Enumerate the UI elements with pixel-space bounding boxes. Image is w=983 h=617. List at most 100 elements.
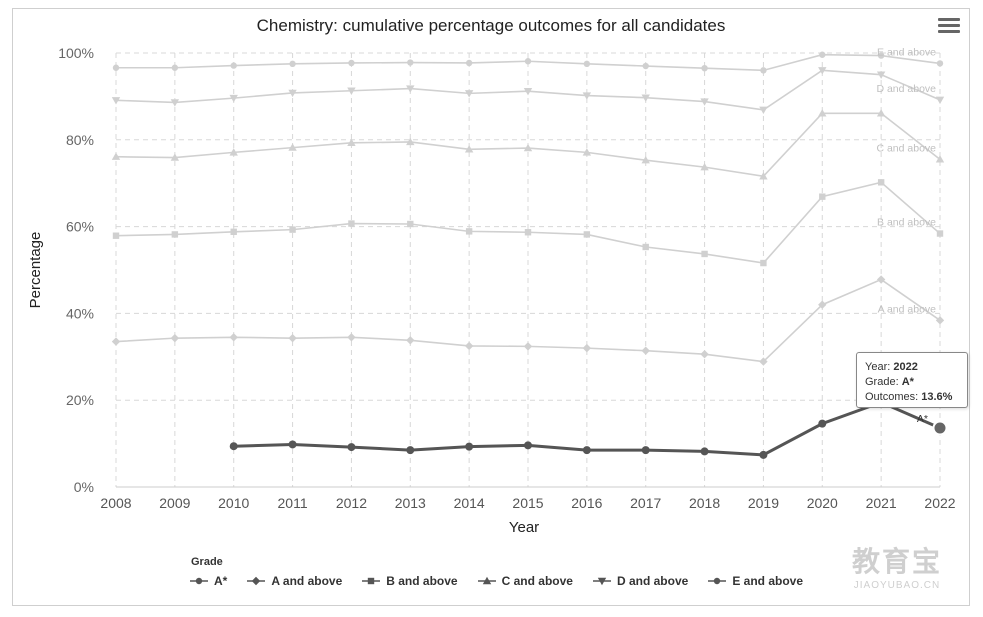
data-point bbox=[407, 59, 414, 66]
y-axis-ticks: 0% 20% 40% 60% 80% 100% bbox=[58, 45, 94, 495]
data-point bbox=[524, 58, 532, 65]
x-tick-label: 2019 bbox=[748, 495, 779, 511]
data-point bbox=[111, 337, 121, 346]
watermark-main: 教育宝 bbox=[852, 546, 943, 577]
data-point bbox=[406, 137, 415, 146]
chart-menu-button[interactable] bbox=[938, 18, 960, 36]
data-point bbox=[582, 148, 592, 156]
data-point bbox=[170, 153, 180, 161]
x-tick-label: 2020 bbox=[807, 495, 838, 511]
series-a-and-above bbox=[111, 275, 945, 366]
data-point bbox=[582, 343, 592, 353]
legend-item-a-and-above[interactable]: A and above bbox=[247, 574, 342, 588]
data-point bbox=[700, 162, 709, 171]
legend-item-b-and-above[interactable]: B and above bbox=[362, 574, 458, 588]
tooltip-year-label: Year: bbox=[865, 361, 894, 373]
data-point bbox=[700, 349, 709, 359]
y-tick-label: 0% bbox=[74, 479, 94, 495]
legend-title: Grade bbox=[191, 556, 223, 568]
data-point bbox=[465, 228, 473, 235]
legend-symbol-icon bbox=[362, 577, 381, 585]
data-point bbox=[877, 52, 885, 59]
chart-frame bbox=[12, 8, 970, 606]
data-point bbox=[523, 143, 533, 152]
legend-symbol-icon bbox=[708, 577, 727, 585]
x-tick-label: 2011 bbox=[278, 495, 308, 511]
data-point bbox=[642, 243, 649, 251]
data-point bbox=[583, 60, 591, 68]
data-point bbox=[700, 447, 709, 456]
x-tick-label: 2017 bbox=[630, 495, 661, 511]
data-point bbox=[464, 341, 474, 351]
tooltip-outcome-label: Outcomes: bbox=[865, 391, 922, 403]
series-end-label: A* bbox=[917, 413, 928, 425]
data-point bbox=[407, 220, 414, 228]
data-point bbox=[465, 442, 474, 451]
data-tooltip: Year: 2022 Grade: A* Outcomes: 13.6% bbox=[856, 352, 968, 408]
x-tick-label: 2013 bbox=[395, 495, 426, 511]
hamburger-icon bbox=[938, 18, 960, 21]
data-point bbox=[700, 98, 709, 106]
data-point bbox=[406, 336, 415, 345]
series-a- bbox=[229, 398, 948, 459]
tooltip-grade-label: Grade: bbox=[865, 376, 902, 388]
x-axis-label: Year bbox=[509, 519, 539, 536]
data-point bbox=[288, 333, 297, 343]
legend-item-c-and-above[interactable]: C and above bbox=[477, 574, 573, 588]
data-point bbox=[582, 446, 591, 455]
data-point bbox=[465, 59, 473, 67]
data-point bbox=[229, 333, 238, 342]
data-point bbox=[170, 333, 180, 343]
data-point bbox=[347, 443, 356, 452]
y-tick-label: 20% bbox=[66, 392, 94, 408]
data-point bbox=[759, 106, 768, 115]
data-point bbox=[641, 346, 650, 355]
x-tick-label: 2021 bbox=[866, 495, 897, 511]
data-point bbox=[701, 64, 708, 72]
data-point bbox=[523, 342, 533, 351]
data-point bbox=[641, 446, 650, 455]
data-point bbox=[935, 316, 945, 325]
tooltip-outcome: Outcomes: 13.6% bbox=[865, 390, 959, 405]
x-tick-label: 2014 bbox=[454, 495, 485, 511]
legend-symbol-marker bbox=[368, 577, 375, 585]
data-point bbox=[876, 109, 886, 117]
legend-symbol-marker bbox=[597, 577, 607, 586]
data-point bbox=[524, 441, 532, 450]
tooltip-year-value: 2022 bbox=[893, 361, 918, 373]
legend-item-d-and-above[interactable]: D and above bbox=[592, 574, 689, 588]
data-point bbox=[935, 155, 945, 163]
tooltip-grade: Grade: A* bbox=[865, 375, 959, 390]
data-point bbox=[406, 85, 415, 93]
data-point bbox=[524, 229, 532, 236]
tooltip-outcome-value: 13.6% bbox=[921, 391, 953, 403]
data-point bbox=[229, 442, 238, 451]
legend-symbol-icon bbox=[247, 576, 266, 586]
x-axis-ticks: 2008 2009 2010 2011 2012 2013 2014 2015 2016 2017… bbox=[100, 495, 955, 511]
data-point bbox=[288, 89, 297, 98]
series-d-and-above bbox=[111, 67, 945, 115]
data-point bbox=[759, 450, 768, 459]
series-line bbox=[115, 181, 941, 264]
data-point bbox=[112, 64, 120, 71]
legend-label: B and above bbox=[386, 574, 458, 588]
legend-item-e-and-above[interactable]: E and above bbox=[708, 574, 803, 588]
legend-symbol-marker bbox=[252, 576, 261, 586]
x-tick-label: 2018 bbox=[689, 495, 720, 511]
series-end-label: D and above bbox=[876, 83, 936, 95]
legend-label: D and above bbox=[616, 574, 689, 588]
x-tick-label: 2015 bbox=[512, 495, 543, 511]
data-point bbox=[347, 333, 356, 342]
data-point bbox=[641, 155, 650, 164]
data-point bbox=[818, 109, 827, 117]
data-point bbox=[230, 228, 237, 236]
legend-item-a-[interactable]: A* bbox=[190, 574, 227, 588]
data-point bbox=[348, 59, 355, 67]
data-point bbox=[935, 96, 945, 105]
data-point bbox=[877, 179, 885, 186]
data-point bbox=[523, 87, 533, 96]
data-point bbox=[288, 440, 297, 449]
series-group bbox=[111, 51, 948, 459]
legend-symbol-marker bbox=[195, 577, 203, 585]
data-point bbox=[348, 220, 355, 227]
